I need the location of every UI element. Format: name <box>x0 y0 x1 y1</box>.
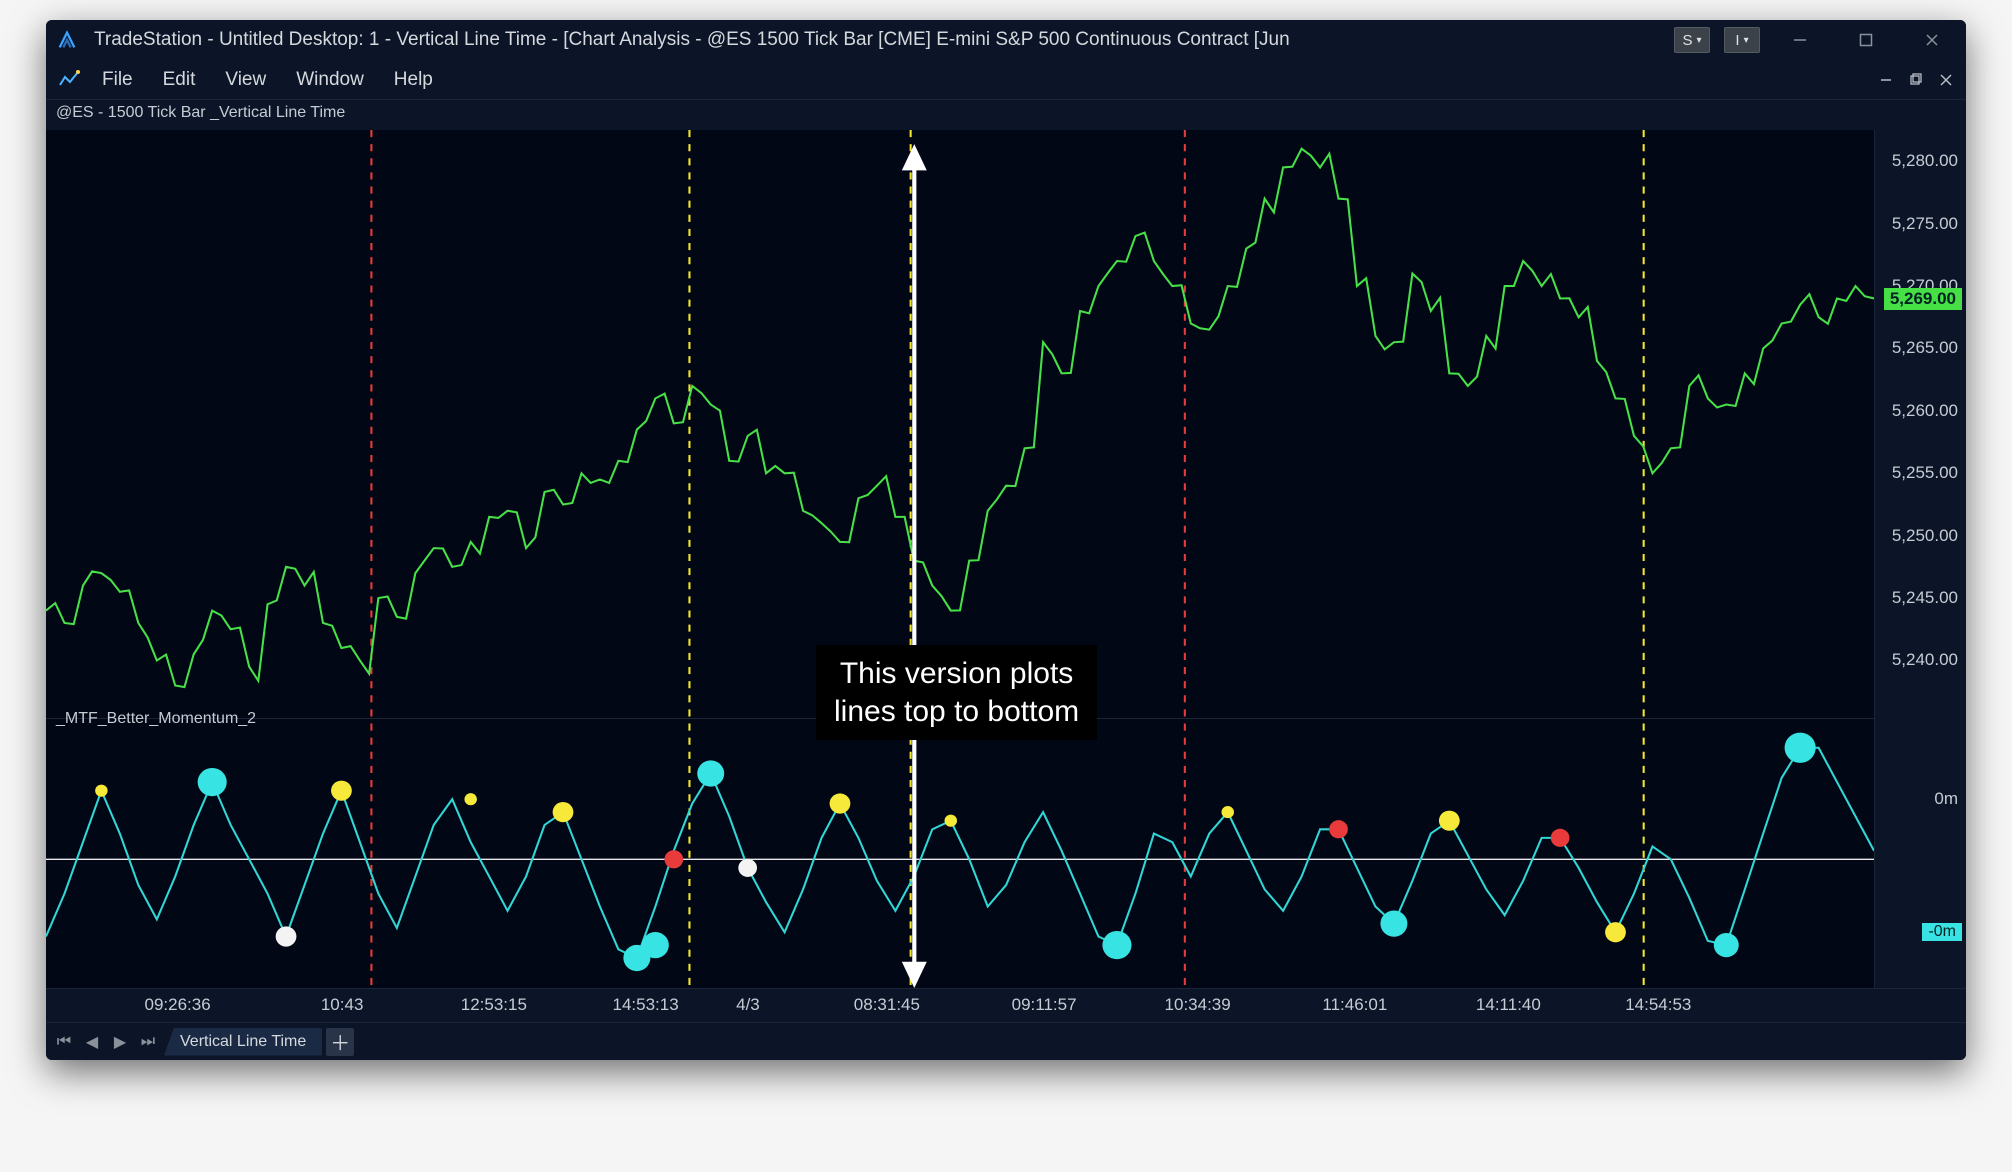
menubar: File Edit View Window Help <box>46 60 1966 100</box>
window-title: TradeStation - Untitled Desktop: 1 - Ver… <box>94 29 1660 51</box>
maximize-button[interactable] <box>1840 20 1892 60</box>
chart-title: @ES - 1500 Tick Bar _Vertical Line Time <box>46 100 1966 130</box>
x-tick: 09:26:36 <box>145 995 211 1015</box>
annotation-label: This version plotslines top to bottom <box>816 645 1097 740</box>
menu-view[interactable]: View <box>211 65 280 95</box>
tab-nav-last-icon[interactable]: ⏭ <box>136 1030 160 1054</box>
x-tick: 11:46:01 <box>1322 995 1387 1015</box>
x-tick: 4/3 <box>736 995 760 1015</box>
add-tab-button[interactable]: ＋ <box>326 1028 354 1056</box>
x-axis: 09:26:36 10:43 12:53:15 14:53:13 4/3 08:31:45… <box>46 988 1966 1022</box>
doc-restore-button[interactable] <box>1902 66 1930 94</box>
app-logo-icon <box>54 27 80 53</box>
x-tick: 09:11:57 <box>1012 995 1077 1015</box>
chart-plot[interactable]: _MTF_Better_Momentum_2 This version plot… <box>46 130 1874 988</box>
titlebar-dropdown-s[interactable]: S▾ <box>1674 27 1710 53</box>
x-tick: 10:34:39 <box>1165 995 1231 1015</box>
menu-file[interactable]: File <box>88 65 147 95</box>
y-tick: 5,265.00 <box>1892 338 1958 358</box>
indicator-label: _MTF_Better_Momentum_2 <box>56 710 256 728</box>
y-tick: 5,280.00 <box>1892 151 1958 171</box>
tab-nav-prev-icon[interactable]: ◀ <box>80 1030 104 1054</box>
app-window: TradeStation - Untitled Desktop: 1 - Ver… <box>46 20 1966 1060</box>
y-tick: 5,275.00 <box>1892 214 1958 234</box>
y-tick: 5,260.00 <box>1892 401 1958 421</box>
momentum-tag: -0m <box>1922 923 1962 941</box>
y-axis: 5,240.00 5,245.00 5,250.00 5,255.00 5,260.00… <box>1874 130 1966 988</box>
app-menu-icon[interactable] <box>52 63 86 97</box>
menu-edit[interactable]: Edit <box>149 65 210 95</box>
doc-minimize-button[interactable] <box>1872 66 1900 94</box>
x-tick: 10:43 <box>321 995 364 1015</box>
price-tag: 5,269.00 <box>1884 288 1962 310</box>
close-button[interactable] <box>1906 20 1958 60</box>
y-tick: 5,255.00 <box>1892 463 1958 483</box>
x-tick: 12:53:15 <box>461 995 527 1015</box>
menu-window[interactable]: Window <box>282 65 378 95</box>
y-tick: 5,245.00 <box>1892 588 1958 608</box>
tab-nav-first-icon[interactable]: ⏮ <box>52 1030 76 1054</box>
chart-svg <box>46 130 1874 988</box>
y-tick-momentum: 0m <box>1934 789 1958 809</box>
tab-nav-next-icon[interactable]: ▶ <box>108 1030 132 1054</box>
chart-area: _MTF_Better_Momentum_2 This version plot… <box>46 130 1966 988</box>
workspace-tab[interactable]: Vertical Line Time <box>164 1028 322 1056</box>
minimize-button[interactable] <box>1774 20 1826 60</box>
x-tick: 08:31:45 <box>854 995 920 1015</box>
y-tick: 5,240.00 <box>1892 650 1958 670</box>
tabstrip: ⏮ ◀ ▶ ⏭ Vertical Line Time ＋ <box>46 1022 1966 1060</box>
doc-close-button[interactable] <box>1932 66 1960 94</box>
y-tick: 5,250.00 <box>1892 526 1958 546</box>
titlebar: TradeStation - Untitled Desktop: 1 - Ver… <box>46 20 1966 60</box>
x-tick: 14:54:53 <box>1625 995 1691 1015</box>
x-tick: 14:11:40 <box>1476 995 1541 1015</box>
menu-help[interactable]: Help <box>380 65 447 95</box>
x-tick: 14:53:13 <box>612 995 678 1015</box>
titlebar-dropdown-i[interactable]: I▾ <box>1724 27 1760 53</box>
